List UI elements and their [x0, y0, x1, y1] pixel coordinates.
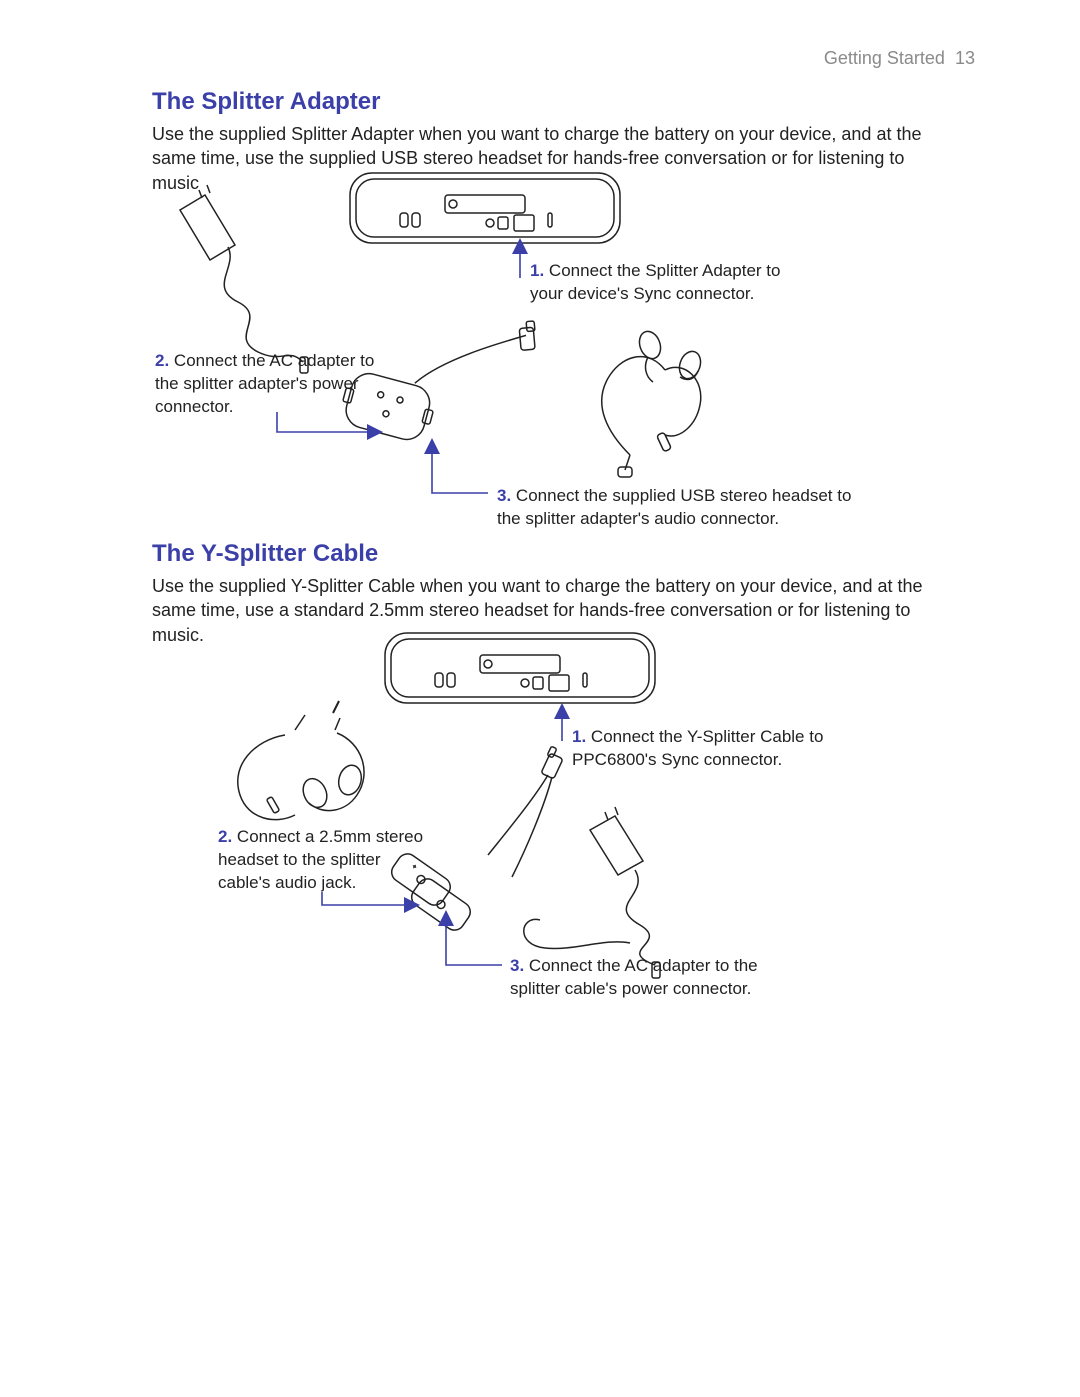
arrow-1-1 — [510, 240, 550, 280]
section1-callout-1: 1. Connect the Splitter Adapter to your … — [530, 260, 790, 306]
callout-number: 2. — [218, 827, 232, 846]
section2-callout-3: 3. Connect the AC adapter to the splitte… — [510, 955, 810, 1001]
section1-title: The Splitter Adapter — [152, 88, 380, 116]
arrow-1-3 — [428, 438, 498, 508]
header-page-number: 13 — [955, 48, 975, 68]
callout-text: Connect the AC adapter to the splitter a… — [155, 351, 374, 416]
section2-callout-2: 2. Connect a 2.5mm stereo headset to the… — [218, 826, 428, 895]
callout-text: Connect the Splitter Adapter to your dev… — [530, 261, 780, 303]
manual-page: Getting Started 13 The Splitter Adapter … — [0, 0, 1080, 1397]
arrow-2-1 — [552, 705, 582, 745]
arrow-2-2 — [320, 890, 420, 920]
callout-number: 3. — [510, 956, 524, 975]
callout-text: Connect the supplied USB stereo headset … — [497, 486, 851, 528]
callout-text: Connect the Y-Splitter Cable to PPC6800'… — [572, 727, 823, 769]
section1-callout-3: 3. Connect the supplied USB stereo heads… — [497, 485, 867, 531]
section2-title: The Y-Splitter Cable — [152, 540, 378, 568]
section1-callout-2: 2. Connect the AC adapter to the splitte… — [155, 350, 375, 419]
callout-number: 3. — [497, 486, 511, 505]
callout-number: 2. — [155, 351, 169, 370]
header-section: Getting Started — [824, 48, 945, 68]
callout-text: Connect a 2.5mm stereo headset to the sp… — [218, 827, 423, 892]
arrow-1-2 — [275, 410, 385, 450]
callout-text: Connect the AC adapter to the splitter c… — [510, 956, 758, 998]
section2-callout-1: 1. Connect the Y-Splitter Cable to PPC68… — [572, 726, 832, 772]
page-header: Getting Started 13 — [824, 48, 975, 69]
arrow-2-3 — [442, 910, 512, 980]
